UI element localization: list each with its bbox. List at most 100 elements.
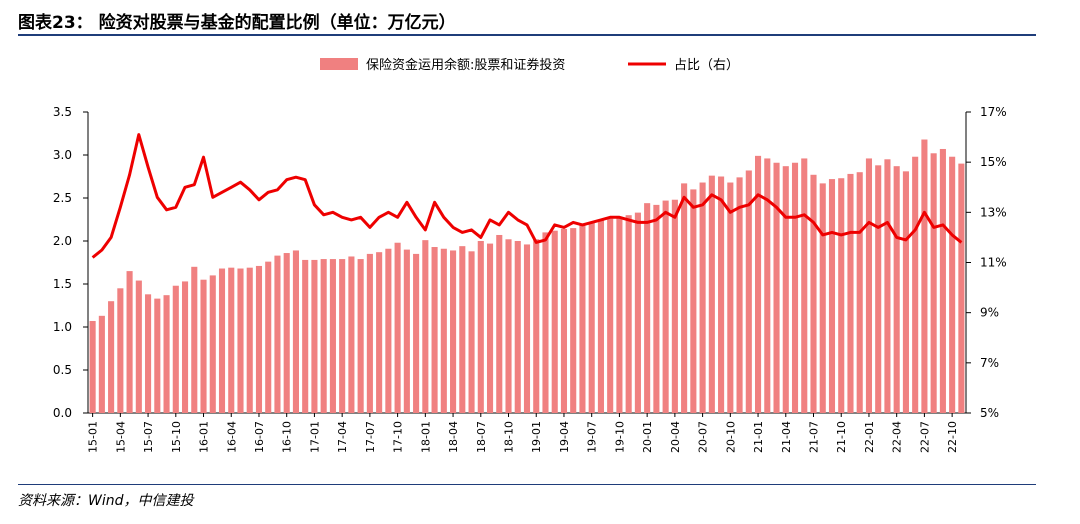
x-tick-label: 20-04 xyxy=(669,421,682,453)
bar xyxy=(921,139,928,413)
x-tick-label: 17-04 xyxy=(336,421,349,453)
x-tick-label: 22-07 xyxy=(918,421,931,453)
bar xyxy=(801,158,808,413)
bar xyxy=(810,174,817,413)
bar xyxy=(708,175,715,413)
bar xyxy=(302,259,309,413)
x-tick-label: 18-04 xyxy=(447,421,460,453)
bar xyxy=(533,239,540,413)
right-tick-label: 15% xyxy=(980,155,1007,169)
x-tick-label: 18-01 xyxy=(419,421,432,453)
bar xyxy=(108,301,115,413)
right-tick-label: 5% xyxy=(980,406,999,420)
x-tick-label: 18-07 xyxy=(475,421,488,453)
ratio-line xyxy=(91,133,963,259)
x-tick-label: 20-07 xyxy=(697,421,710,453)
bar xyxy=(339,259,346,413)
x-tick-label: 19-07 xyxy=(586,421,599,453)
bar xyxy=(570,228,577,413)
legend-bar-label: 保险资金运用余额:股票和证券投资 xyxy=(366,57,565,73)
bar xyxy=(477,241,484,413)
bar xyxy=(126,271,133,413)
bar xyxy=(348,256,355,413)
x-tick-label: 15-04 xyxy=(114,421,127,453)
x-tick-label: 22-04 xyxy=(891,421,904,453)
bar xyxy=(172,285,179,413)
bar xyxy=(671,199,678,413)
x-tick-label: 19-10 xyxy=(613,421,626,453)
x-tick-label: 16-07 xyxy=(253,421,266,453)
bar xyxy=(329,259,336,413)
bar xyxy=(912,156,919,413)
bar xyxy=(181,281,189,413)
bar xyxy=(394,242,401,413)
bar xyxy=(791,162,799,413)
bar xyxy=(292,250,299,413)
bar xyxy=(644,203,651,413)
right-tick-label: 11% xyxy=(980,256,1007,270)
x-tick-label: 15-01 xyxy=(87,421,100,453)
axes: 0.0 0.5 1.0 1.5 2.0 2.5 3.0 3.5 5% 7% 9% 11% 13% 15% 1… xyxy=(53,105,1007,453)
bar xyxy=(828,179,836,413)
x-tick-label: 16-04 xyxy=(225,421,238,453)
bar xyxy=(607,218,614,413)
bar xyxy=(145,294,152,413)
bar xyxy=(542,232,549,413)
line-series xyxy=(91,133,963,259)
right-tick-label: 9% xyxy=(980,306,999,320)
bar xyxy=(616,216,623,413)
left-tick-label: 1.5 xyxy=(53,277,72,291)
bar xyxy=(440,248,447,413)
bar xyxy=(699,182,706,413)
bar xyxy=(736,177,743,413)
bar xyxy=(847,173,854,413)
bar xyxy=(163,295,170,413)
right-tick-label: 13% xyxy=(980,205,1007,219)
bar xyxy=(486,243,494,413)
bar xyxy=(320,259,327,413)
x-tick-label: 22-10 xyxy=(946,421,959,453)
bar xyxy=(773,162,780,413)
bar xyxy=(431,247,438,413)
bar xyxy=(625,215,632,413)
bar-series xyxy=(89,139,965,414)
left-tick-label: 2.5 xyxy=(53,191,72,205)
bar xyxy=(366,253,373,413)
legend-bar-swatch xyxy=(320,58,358,70)
x-tick-label: 20-01 xyxy=(641,421,654,453)
bar xyxy=(459,246,466,413)
left-tick-label: 2.0 xyxy=(53,234,72,248)
bar xyxy=(681,183,688,413)
bar xyxy=(653,204,660,413)
x-tick-label: 17-10 xyxy=(392,421,405,453)
x-tick-label: 17-01 xyxy=(308,421,321,453)
bar xyxy=(764,158,771,413)
x-tick-label: 16-01 xyxy=(198,421,211,453)
x-tick-label: 19-04 xyxy=(558,421,571,453)
bar xyxy=(523,244,531,413)
left-tick-label: 3.5 xyxy=(53,105,72,119)
bar xyxy=(376,252,383,413)
bar xyxy=(311,259,318,413)
bar xyxy=(782,166,789,413)
x-tick-label: 21-04 xyxy=(780,421,793,453)
left-tick-label: 0.5 xyxy=(53,363,72,377)
x-tick-label: 17-07 xyxy=(364,421,377,453)
bar xyxy=(154,298,161,413)
bar xyxy=(579,223,586,413)
bar xyxy=(875,165,882,413)
bar xyxy=(755,155,762,414)
bar xyxy=(838,178,845,413)
figure-title: 图表23： 险资对股票与基金的配置比例（单位：万亿元） xyxy=(18,13,456,33)
bar xyxy=(893,166,900,413)
bar xyxy=(385,248,392,413)
bar xyxy=(191,266,198,413)
bar xyxy=(690,189,697,413)
bar xyxy=(505,239,512,413)
bar xyxy=(403,249,410,413)
bar xyxy=(450,250,457,413)
bar xyxy=(422,240,429,413)
bar xyxy=(560,228,568,413)
bar xyxy=(884,159,891,413)
